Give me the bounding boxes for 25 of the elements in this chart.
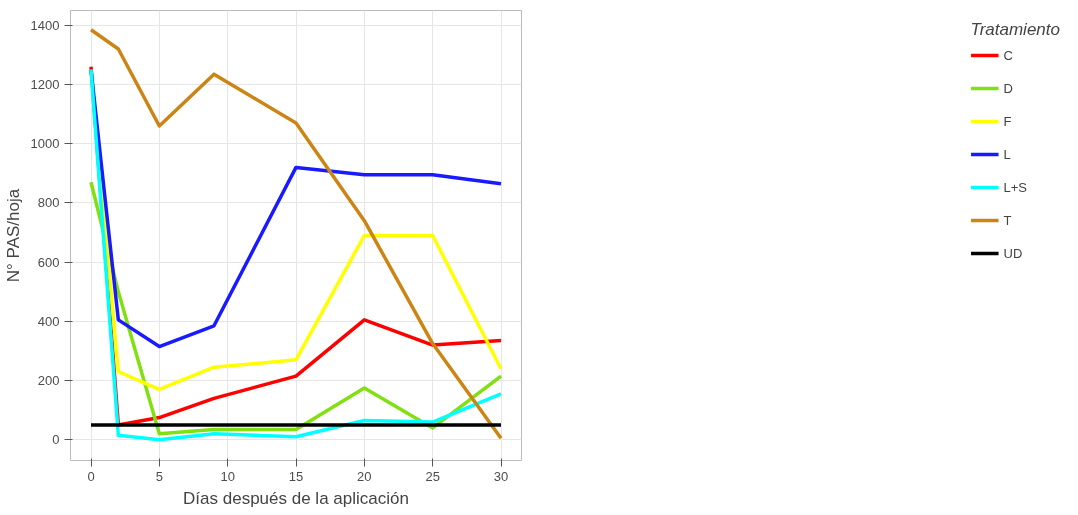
y-tick-label: 200 [37,373,60,389]
legend-label: D [1003,79,1014,98]
y-tick-label: 1400 [30,17,60,33]
legend-title: Tratamiento [970,20,1060,40]
x-tick-label: 25 [425,468,440,484]
legend-label: UD [1003,244,1024,263]
legend-label: T [1003,211,1013,230]
legend-label: L+S [1003,178,1028,197]
legend-label: F [1003,112,1013,131]
x-tick-label: 10 [220,468,235,484]
legend-label: C [1003,46,1014,65]
x-axis-title: Días después de la aplicación [183,488,409,508]
x-tick-label: 30 [493,468,509,484]
y-tick-label: 1000 [30,136,60,152]
y-tick-label: 0 [52,432,60,448]
x-tick-label: 0 [87,468,95,484]
x-tick-label: 5 [155,468,163,484]
y-axis-title: N° PAS/hoja [3,188,23,283]
legend-label: L [1003,145,1012,164]
x-tick-label: 15 [288,468,304,484]
x-tick-label: 20 [357,468,372,484]
y-tick-label: 400 [37,313,60,329]
y-tick-label: 1200 [30,77,60,93]
y-tick-label: 600 [37,254,60,270]
y-tick-label: 800 [37,195,60,211]
